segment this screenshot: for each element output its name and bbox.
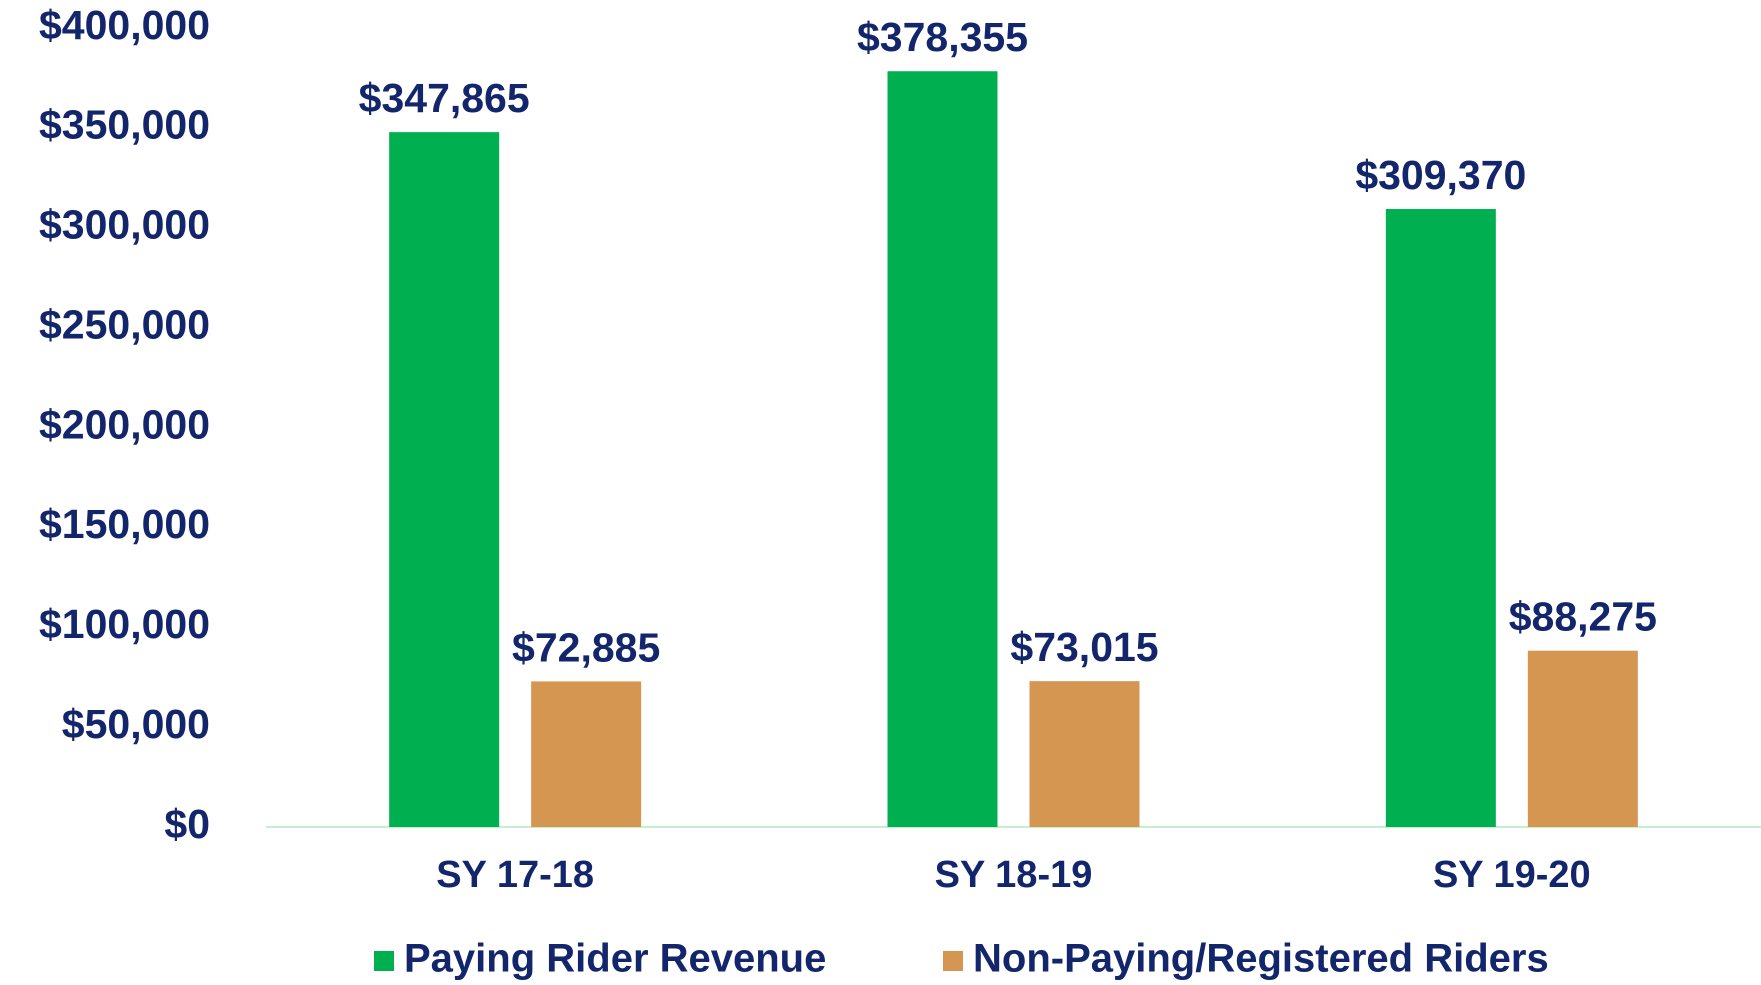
y-tick-label: $400,000 — [39, 2, 210, 48]
y-tick-label: $100,000 — [39, 601, 210, 647]
legend-swatch — [374, 951, 394, 971]
data-label: $73,015 — [1010, 624, 1158, 670]
x-tick-label: SY 18-19 — [935, 854, 1093, 896]
data-label: $88,275 — [1509, 594, 1657, 640]
data-label: $347,865 — [359, 75, 530, 121]
y-tick-label: $250,000 — [39, 301, 210, 347]
x-tick-label: SY 17-18 — [436, 854, 594, 896]
data-label: $378,355 — [857, 14, 1028, 60]
x-tick-label: SY 19-20 — [1433, 854, 1591, 896]
y-tick-label: $50,000 — [62, 701, 210, 747]
y-tick-label: $300,000 — [39, 202, 210, 248]
data-label: $72,885 — [512, 624, 660, 670]
bar — [1527, 650, 1638, 827]
bar — [887, 71, 998, 827]
legend-label: Non-Paying/Registered Riders — [973, 937, 1549, 981]
y-tick-label: $200,000 — [39, 401, 210, 447]
bar — [531, 681, 642, 827]
y-tick-label: $0 — [164, 801, 210, 847]
bar — [1385, 209, 1496, 827]
legend-label: Paying Rider Revenue — [404, 937, 826, 981]
legend-swatch — [943, 951, 963, 971]
data-label: $309,370 — [1355, 152, 1526, 198]
y-tick-label: $350,000 — [39, 102, 210, 148]
y-tick-label: $150,000 — [39, 501, 210, 547]
bar — [389, 132, 500, 828]
bar — [1029, 681, 1140, 827]
